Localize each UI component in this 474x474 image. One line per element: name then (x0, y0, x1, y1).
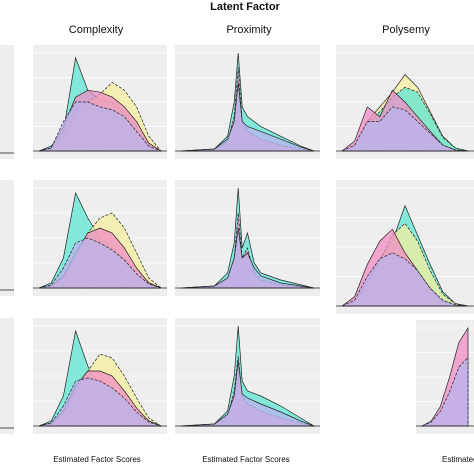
density-cyan (180, 187, 315, 289)
density-lavender (38, 237, 162, 289)
density-lavender (180, 227, 315, 289)
x-axis-label-proximity: Estimated Factor Scores (202, 455, 290, 464)
column-label-proximity: Proximity (226, 24, 272, 36)
density-lavender (38, 101, 162, 152)
panel-left-stub-2 (0, 180, 14, 296)
panel-left-stub-1 (0, 45, 14, 159)
figure-title: Latent Factor (210, 1, 280, 13)
column-label-polysemy: Polysemy (382, 24, 430, 36)
density-lavender (341, 252, 469, 307)
panel-left-stub-3 (0, 318, 14, 434)
panels (0, 45, 474, 434)
x-axis-label-polysemy: Estimated Factor Scores (442, 455, 474, 464)
density-lavender (180, 360, 315, 427)
x-axis-label-complexity: Estimated Factor Scores (53, 455, 141, 464)
column-label-complexity: Complexity (69, 24, 124, 36)
density-lavender (180, 82, 315, 152)
density-lavender (341, 106, 469, 152)
density-lavender (421, 356, 469, 427)
density-lavender (38, 377, 162, 427)
